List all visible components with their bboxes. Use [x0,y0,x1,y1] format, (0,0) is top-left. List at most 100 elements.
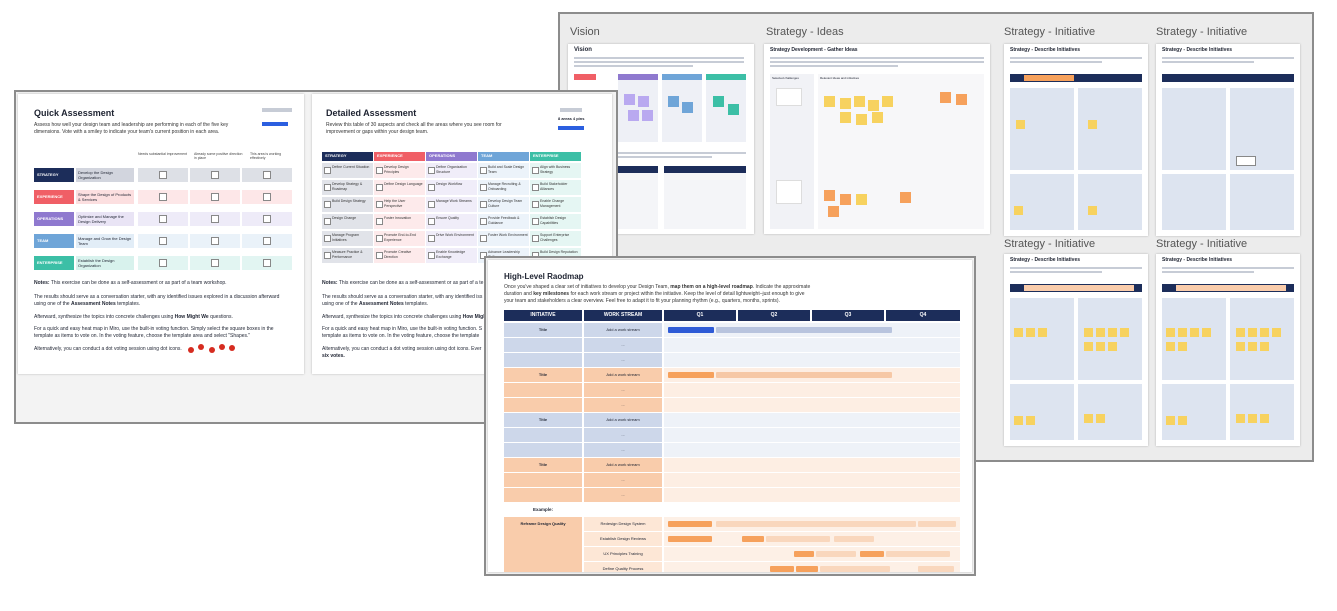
example-bar[interactable] [770,566,794,572]
example-bar[interactable] [742,536,764,542]
initiative-cell[interactable]: Title [504,323,582,337]
vote-checkbox[interactable] [263,193,271,201]
vote-dot[interactable] [188,347,194,353]
example-initiative[interactable]: Reframe Design Quality [504,517,582,572]
item-checkbox[interactable] [376,218,383,225]
detailed-item[interactable]: Enable Knowledge Exchange [426,248,477,263]
rating-cell[interactable] [138,190,188,204]
item-checkbox[interactable] [324,184,331,191]
vote-checkbox[interactable] [159,215,167,223]
workstream-cell[interactable]: Add a work stream [584,413,662,427]
duration-bar[interactable] [716,327,892,333]
example-bar[interactable] [796,566,818,572]
vote-dot[interactable] [198,344,204,350]
example-bar[interactable] [834,536,874,542]
detailed-item[interactable]: Define Current Situation [322,163,373,178]
rating-cell[interactable] [190,190,240,204]
detailed-item[interactable]: Develop Design Team Culture [478,197,529,212]
item-checkbox[interactable] [428,235,435,242]
detailed-item[interactable]: Ensure Quality [426,214,477,229]
detailed-item[interactable]: Design Workflow [426,180,477,195]
rating-cell[interactable] [138,256,188,270]
item-checkbox[interactable] [532,201,539,208]
vote-dot[interactable] [219,344,225,350]
detailed-blue-button[interactable] [558,126,584,130]
detailed-item[interactable]: Build Stakeholder Alliances [530,180,581,195]
workstream-cell[interactable]: ... [584,353,662,367]
item-checkbox[interactable] [324,218,331,225]
detailed-item[interactable]: Manage Work Streams [426,197,477,212]
timeline-cell[interactable] [664,473,960,487]
detailed-item[interactable]: Design Change [322,214,373,229]
item-checkbox[interactable] [324,252,331,259]
timeline-cell[interactable] [664,398,960,412]
rating-cell[interactable] [138,212,188,226]
workstream-cell[interactable]: Add a work stream [584,458,662,472]
rating-cell[interactable] [242,168,292,182]
timeline-cell[interactable] [664,353,960,367]
rating-cell[interactable] [138,168,188,182]
vote-checkbox[interactable] [211,259,219,267]
initiative-cell[interactable] [504,488,582,502]
workstream-cell[interactable]: ... [584,428,662,442]
detailed-item[interactable]: Manage Recruiting & Onboarding [478,180,529,195]
vote-checkbox[interactable] [159,237,167,245]
item-checkbox[interactable] [480,218,487,225]
rating-cell[interactable] [242,256,292,270]
item-checkbox[interactable] [324,235,331,242]
item-checkbox[interactable] [480,235,487,242]
milestone-bar[interactable] [668,327,714,333]
initiative-cell[interactable] [504,383,582,397]
vote-checkbox[interactable] [159,259,167,267]
detailed-item[interactable]: Align with Business Strategy [530,163,581,178]
workstream-cell[interactable]: ... [584,338,662,352]
detailed-item[interactable]: Manage Program Initiatives [322,231,373,246]
rating-cell[interactable] [242,212,292,226]
example-workstream[interactable]: Define Quality Process [584,562,662,572]
item-checkbox[interactable] [428,184,435,191]
detailed-item[interactable]: Establish Design Capabilities [530,214,581,229]
detailed-item[interactable]: Build Design Strategy [322,197,373,212]
workstream-cell[interactable]: Add a work stream [584,323,662,337]
item-checkbox[interactable] [376,184,383,191]
example-workstream[interactable]: Establish Design Reviews [584,532,662,546]
timeline-cell[interactable] [664,458,960,472]
example-bar[interactable] [820,566,890,572]
initiative-cell[interactable] [504,443,582,457]
timeline-cell[interactable] [664,338,960,352]
vote-dot[interactable] [229,345,235,351]
detailed-item[interactable]: Measure Practice & Performance [322,248,373,263]
item-checkbox[interactable] [480,184,487,191]
detailed-item[interactable]: Foster Work Environment [478,231,529,246]
rating-cell[interactable] [138,234,188,248]
milestone-bar[interactable] [668,372,714,378]
rating-cell[interactable] [190,168,240,182]
workstream-cell[interactable]: ... [584,443,662,457]
detailed-item[interactable]: Define Organization Structure [426,163,477,178]
vote-checkbox[interactable] [263,215,271,223]
item-checkbox[interactable] [428,201,435,208]
detailed-item[interactable]: Promote End-to-End Experience [374,231,425,246]
timeline-cell[interactable] [664,428,960,442]
example-bar[interactable] [668,536,712,542]
workstream-cell[interactable]: ... [584,398,662,412]
vote-dot[interactable] [209,347,215,353]
item-checkbox[interactable] [532,184,539,191]
detailed-item[interactable]: Define Design Language [374,180,425,195]
item-checkbox[interactable] [532,218,539,225]
item-checkbox[interactable] [428,252,435,259]
detailed-item[interactable]: Help the User Perspective [374,197,425,212]
detailed-item[interactable]: Foster Innovation [374,214,425,229]
timeline-cell[interactable] [664,488,960,502]
initiative-cell[interactable] [504,473,582,487]
vote-checkbox[interactable] [211,215,219,223]
item-checkbox[interactable] [324,167,331,174]
rating-cell[interactable] [190,256,240,270]
detailed-item[interactable]: Build and Scale Design Team [478,163,529,178]
rating-cell[interactable] [190,234,240,248]
workstream-cell[interactable]: Add a work stream [584,368,662,382]
vote-checkbox[interactable] [211,171,219,179]
detailed-item[interactable]: Develop Design Principles [374,163,425,178]
rating-cell[interactable] [242,234,292,248]
example-bar[interactable] [816,551,856,557]
